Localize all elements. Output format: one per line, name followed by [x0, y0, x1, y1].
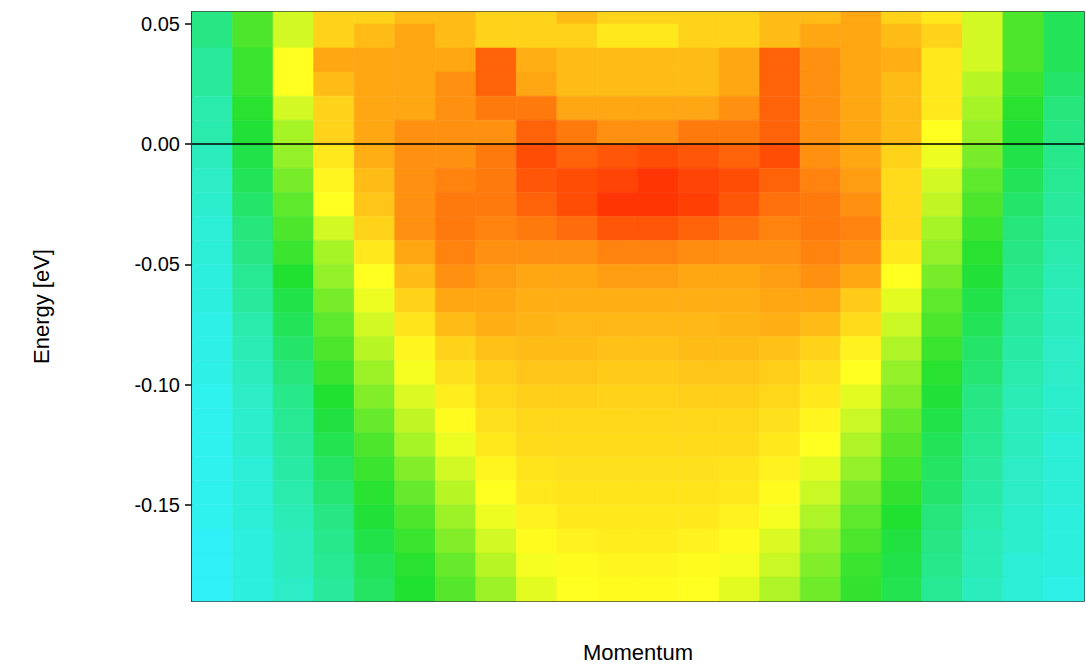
svg-text:-0.10: -0.10 — [134, 374, 180, 396]
svg-text:-0.05: -0.05 — [134, 253, 180, 275]
svg-text:Energy [eV]: Energy [eV] — [29, 249, 54, 364]
svg-text:Momentum: Momentum — [583, 640, 693, 665]
svg-text:-0.15: -0.15 — [134, 494, 180, 516]
svg-text:0.05: 0.05 — [141, 13, 180, 35]
svg-text:0.00: 0.00 — [141, 133, 180, 155]
